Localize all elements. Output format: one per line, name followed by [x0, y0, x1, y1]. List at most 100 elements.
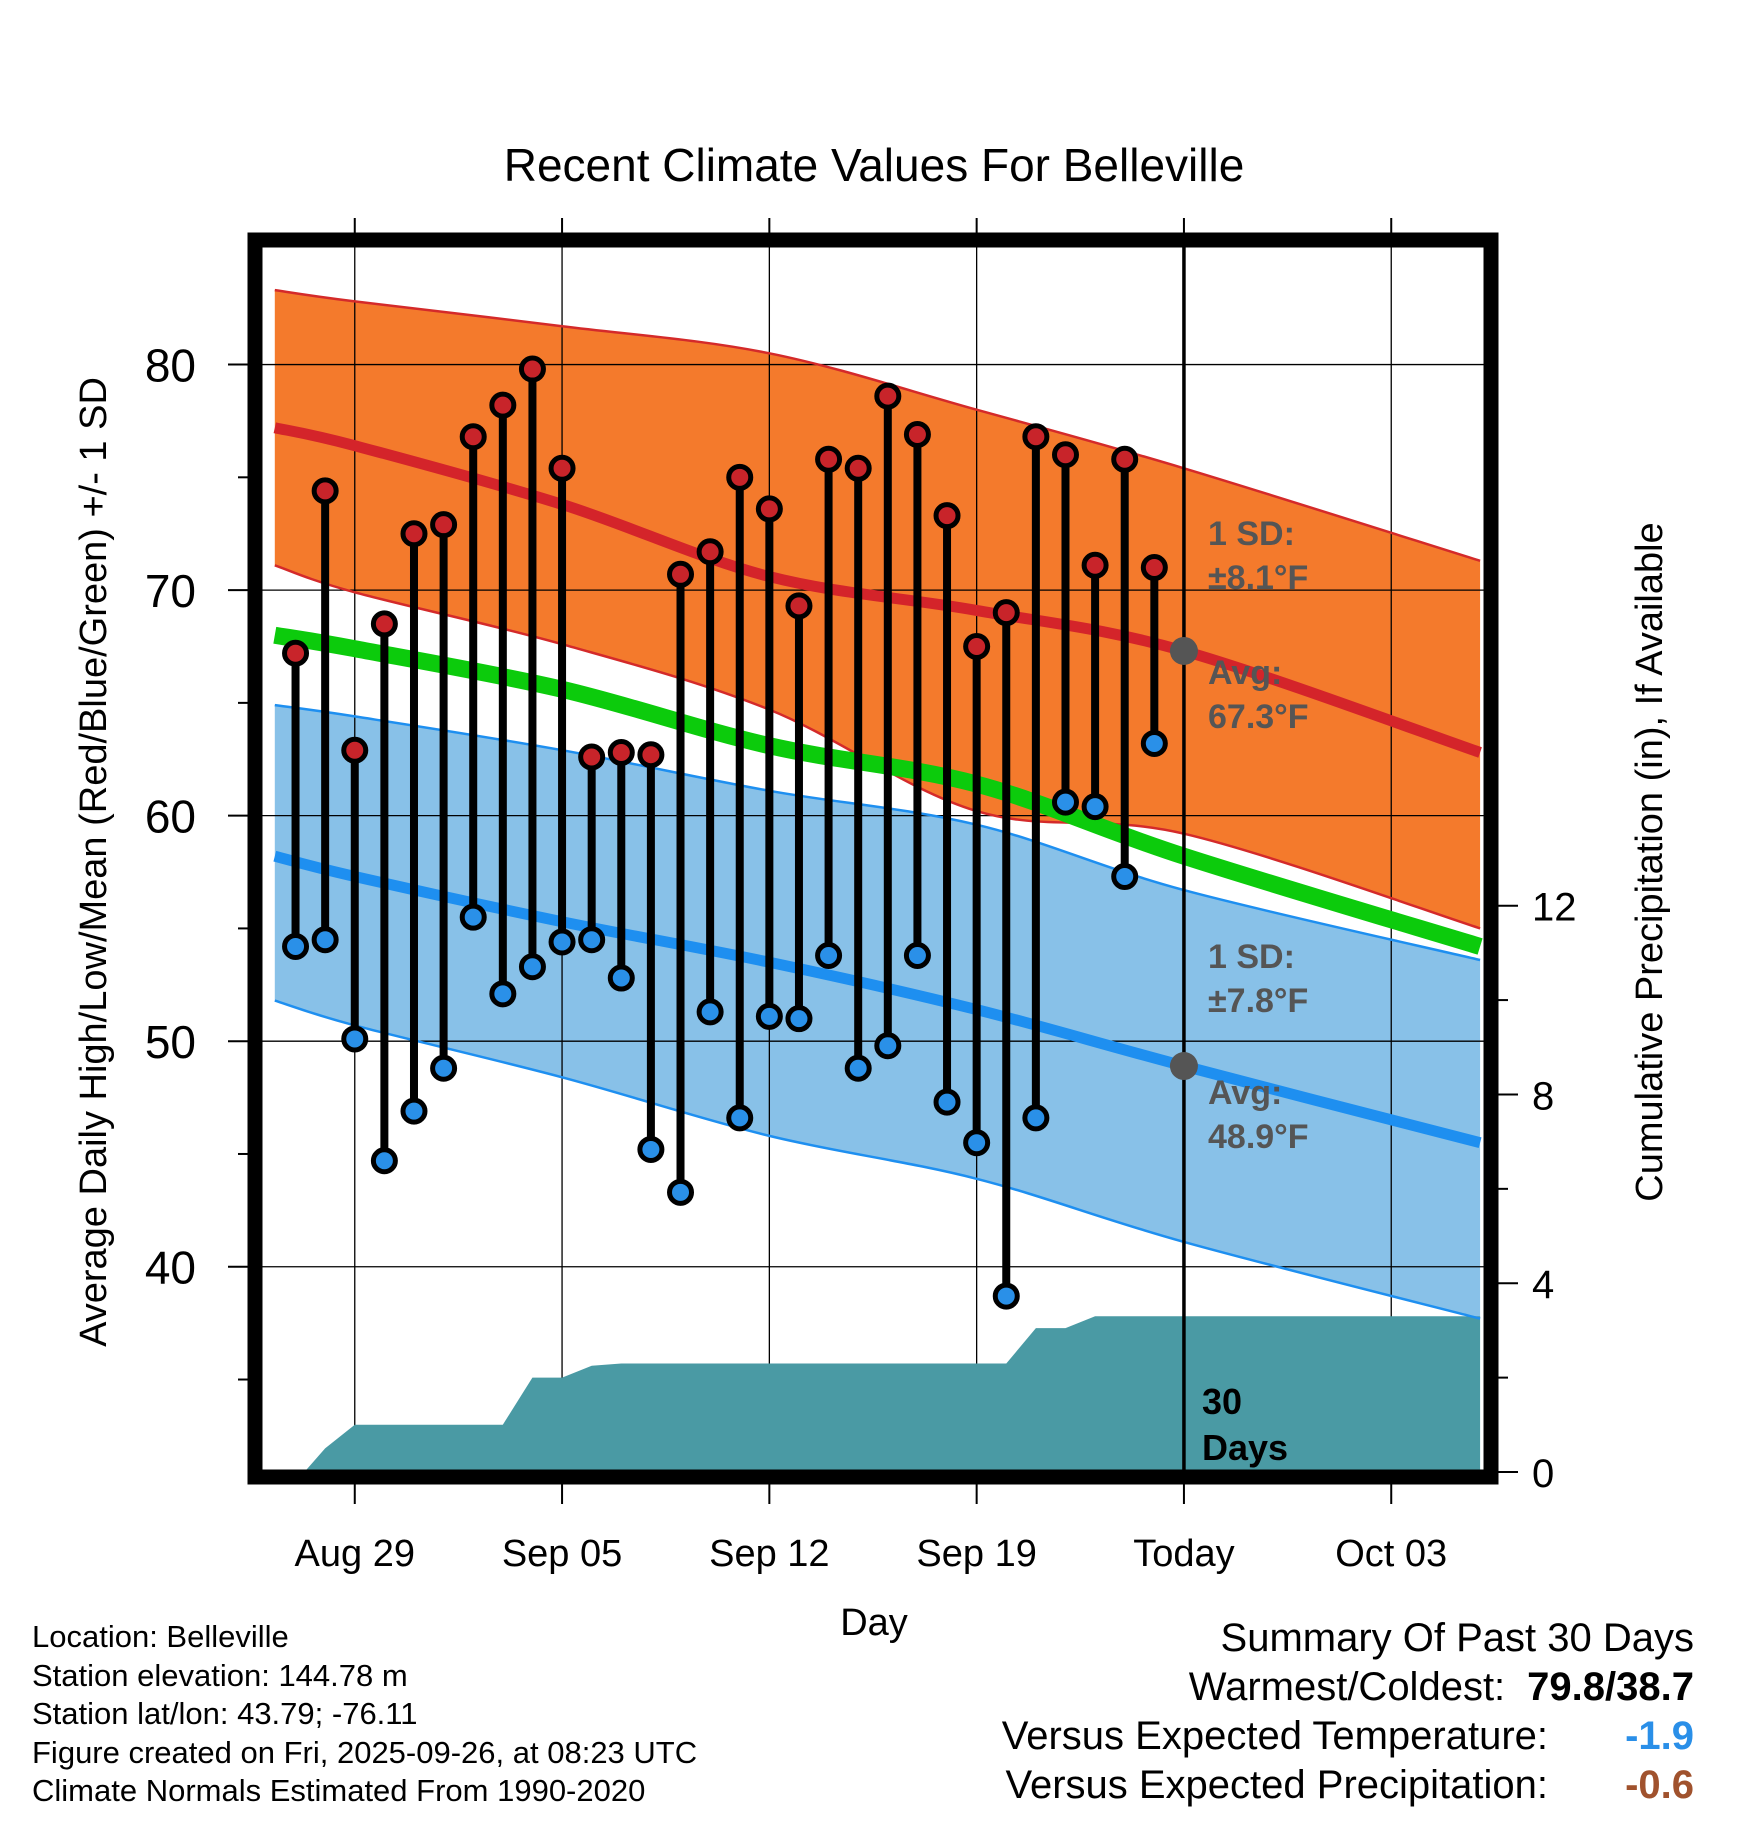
low-normal-line: [273, 850, 1482, 1149]
x-tick-label: Aug 29: [295, 1533, 415, 1575]
daily-high-point: [518, 355, 546, 383]
warmest-coldest-value: 79.8/38.7: [1527, 1665, 1694, 1709]
daily-low-point: [844, 1054, 872, 1082]
x-tick-label: Today: [1133, 1533, 1234, 1575]
mean-normal-line: [273, 626, 1483, 955]
daily-high-point: [282, 639, 310, 667]
y-tick-label: 70: [145, 565, 196, 617]
low-avg-value: 48.9°F: [1208, 1118, 1309, 1156]
daily-high-point: [1140, 554, 1168, 582]
daily-low-point: [992, 1282, 1020, 1310]
daily-high-point: [311, 477, 339, 505]
today-low-avg-point: [1169, 1052, 1198, 1081]
high-normal-line: [273, 422, 1482, 758]
daily-high-point: [992, 599, 1020, 627]
daily-high-point: [430, 511, 458, 539]
daily-low-point: [1111, 863, 1139, 891]
low-avg-label: Avg:: [1208, 1074, 1282, 1112]
daily-low-point: [755, 1002, 783, 1030]
daily-low-point: [785, 1005, 813, 1033]
daily-low-point: [370, 1147, 398, 1175]
daily-low-point: [341, 1025, 369, 1053]
low-sd-label: 1 SD:: [1208, 938, 1295, 976]
daily-high-point: [400, 520, 428, 548]
daily-low-point: [282, 932, 310, 960]
daily-high-point: [341, 736, 369, 764]
plot-frame: [247, 232, 1499, 1485]
daily-high-point: [1111, 445, 1139, 473]
daily-low-point: [874, 1032, 902, 1060]
precip-vs-expected-value: -0.6: [1625, 1763, 1694, 1807]
daily-low-point: [489, 980, 517, 1008]
y-tick-label: 50: [145, 1016, 196, 1068]
high-avg-label: Avg:: [1208, 654, 1282, 692]
daily-low-point: [933, 1088, 961, 1116]
y2-tick-label: 8: [1532, 1074, 1554, 1118]
daily-low-point: [696, 998, 724, 1026]
location-text: Location: Belleville: [32, 1619, 289, 1654]
y-tick-label: 80: [145, 340, 196, 392]
elevation-text: Station elevation: 144.78 m: [32, 1657, 408, 1693]
warmest-coldest-label: Warmest/Coldest:: [1188, 1665, 1506, 1709]
daily-low-point: [637, 1135, 665, 1163]
days-count-label: 30: [1202, 1381, 1242, 1422]
daily-high-point: [963, 632, 991, 660]
daily-high-point: [696, 538, 724, 566]
y-axis-label: Average Daily High/Low/Mean (Red/Blue/Gr…: [73, 377, 115, 1347]
x-tick-label: Oct 03: [1335, 1533, 1447, 1575]
daily-high-point: [785, 592, 813, 620]
daily-low-point: [430, 1054, 458, 1082]
temp-vs-expected-value: -1.9: [1625, 1714, 1694, 1758]
summary-panel: Summary Of Past 30 Days Warmest/Coldest:…: [1002, 1614, 1694, 1810]
daily-low-point: [548, 928, 576, 956]
daily-high-point: [637, 741, 665, 769]
daily-high-point: [548, 454, 576, 482]
x-tick-label: Sep 05: [502, 1533, 622, 1575]
daily-low-point: [963, 1129, 991, 1157]
daily-high-point: [755, 495, 783, 523]
daily-high-point: [844, 454, 872, 482]
warmest-coldest-row: Warmest/Coldest: 79.8/38.7: [1002, 1663, 1694, 1712]
temp-vs-expected-row: Versus Expected Temperature: -1.9: [1002, 1712, 1694, 1761]
daily-low-point: [459, 903, 487, 931]
y2-tick-label: 0: [1532, 1452, 1554, 1496]
daily-low-point: [1140, 729, 1168, 757]
daily-low-point: [400, 1097, 428, 1125]
daily-high-point: [607, 738, 635, 766]
daily-high-point: [667, 560, 695, 588]
y2-tick-label: 12: [1532, 886, 1577, 930]
daily-high-point: [874, 382, 902, 410]
y2-tick-label: 4: [1532, 1263, 1554, 1307]
chart-title: Recent Climate Values For Belleville: [504, 139, 1245, 191]
high-sd-label: 1 SD:: [1208, 515, 1295, 553]
y-tick-label: 40: [145, 1242, 196, 1294]
daily-high-point: [578, 743, 606, 771]
low-sd-band: [274, 705, 1481, 1319]
daily-high-point: [459, 423, 487, 451]
daily-high-point: [1051, 441, 1079, 469]
daily-low-point: [1051, 788, 1079, 816]
temp-vs-expected-label: Versus Expected Temperature:: [1001, 1714, 1548, 1758]
y2-axis-label: Cumulative Precipitation (in), If Availa…: [1629, 522, 1671, 1201]
high-avg-value: 67.3°F: [1208, 698, 1309, 736]
x-tick-label: Sep 19: [916, 1533, 1036, 1575]
daily-high-point: [1022, 423, 1050, 451]
daily-high-point: [489, 391, 517, 419]
daily-low-point: [311, 926, 339, 954]
high-sd-value: ±8.1°F: [1208, 559, 1308, 597]
created-text: Figure created on Fri, 2025-09-26, at 08…: [32, 1734, 698, 1770]
daily-low-point: [1022, 1104, 1050, 1132]
summary-title: Summary Of Past 30 Days: [1220, 1616, 1694, 1660]
daily-high-point: [933, 502, 961, 530]
daily-high-point: [903, 420, 931, 448]
high-lower-edge: [274, 564, 1481, 930]
daily-high-point: [1081, 551, 1109, 579]
daily-high-point: [726, 463, 754, 491]
x-tick-label: Sep 12: [709, 1533, 829, 1575]
daily-low-point: [726, 1104, 754, 1132]
daily-high-point: [815, 445, 843, 473]
daily-low-point: [667, 1178, 695, 1206]
low-sd-value: ±7.8°F: [1208, 982, 1308, 1020]
